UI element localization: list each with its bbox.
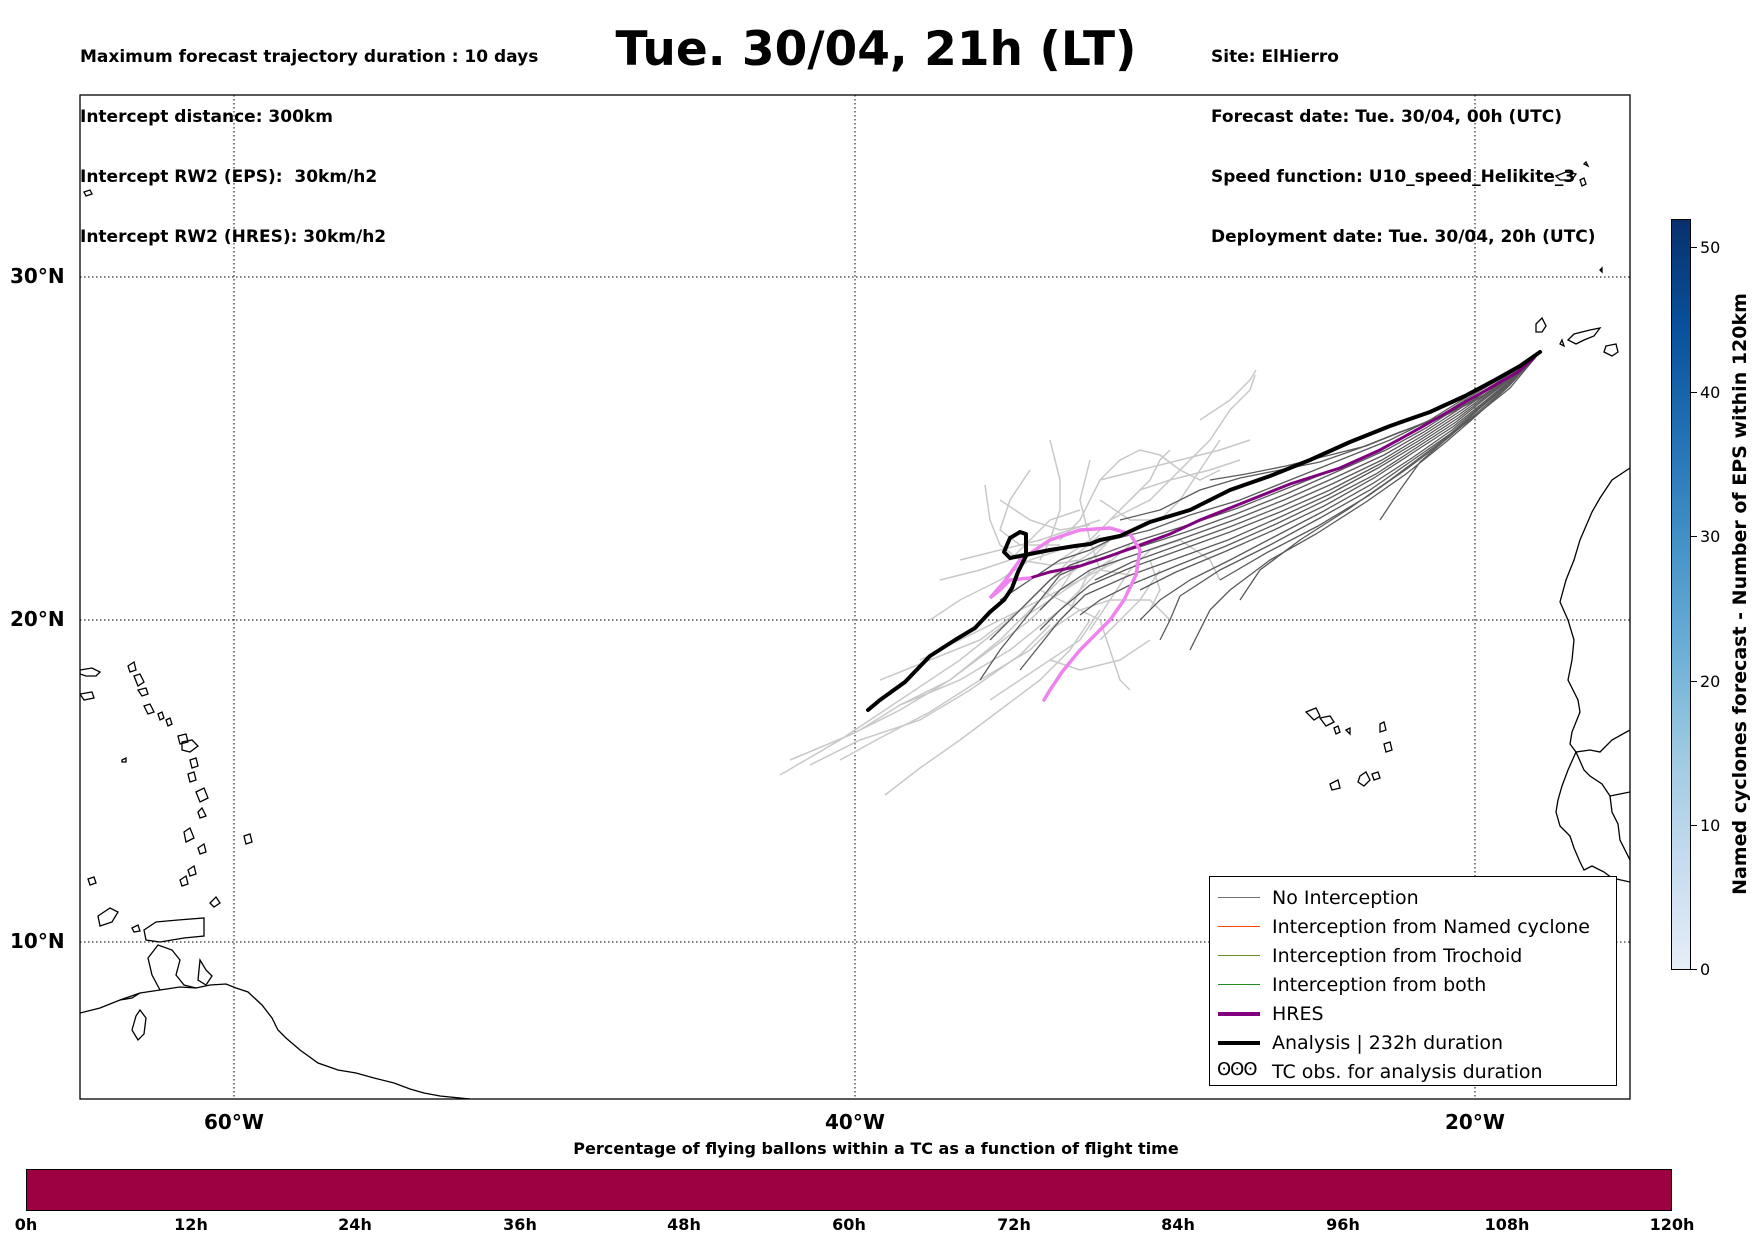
colorbar-tick-label: 10 bbox=[1700, 816, 1721, 835]
header-left-line: Maximum forecast trajectory duration : 1… bbox=[80, 47, 539, 67]
colorbar-tick-label: 50 bbox=[1700, 238, 1721, 257]
header-right-line: Site: ElHierro bbox=[1211, 47, 1339, 67]
header-right-line: Deployment date: Tue. 30/04, 20h (UTC) bbox=[1211, 227, 1596, 247]
map-title: Tue. 30/04, 21h (LT) bbox=[615, 22, 1137, 77]
percentage-bar-tick-label: 48h bbox=[667, 1215, 701, 1234]
eps-trajectories-light bbox=[779, 369, 1257, 796]
percentage-bar-tick-label: 36h bbox=[503, 1215, 537, 1234]
coastlines bbox=[80, 160, 1630, 1099]
legend-label: Analysis | 232h duration bbox=[1272, 1032, 1504, 1054]
colorbar bbox=[1671, 219, 1691, 970]
percentage-bar-tick-label: 0h bbox=[14, 1215, 38, 1234]
percentage-bar bbox=[26, 1169, 1672, 1211]
header-right: Site: ElHierro Forecast date: Tue. 30/04… bbox=[1211, 7, 1596, 267]
colorbar-title: Named cyclones forecast - Number of EPS … bbox=[1729, 293, 1751, 895]
legend-swatch bbox=[1218, 984, 1260, 985]
cyclone-symbol-icon: ʘʘʘ bbox=[1217, 1059, 1258, 1080]
colorbar-tick-label: 40 bbox=[1700, 383, 1721, 402]
header-left-line: Intercept RW2 (HRES): 30km/h2 bbox=[80, 227, 387, 247]
lon-label-40w: 40°W bbox=[825, 1110, 885, 1134]
legend-item-named-cyclone: Interception from Named cyclone bbox=[1210, 914, 1616, 940]
lon-label-60w: 60°W bbox=[204, 1110, 264, 1134]
lon-label-20w: 20°W bbox=[1445, 1110, 1505, 1134]
hres-trajectory bbox=[988, 356, 1536, 702]
colorbar-tick bbox=[1691, 392, 1697, 393]
legend-label: Interception from both bbox=[1272, 974, 1487, 996]
header-left-line: Intercept distance: 300km bbox=[80, 107, 333, 127]
colorbar-tick bbox=[1691, 825, 1697, 826]
legend-swatch bbox=[1218, 1012, 1260, 1016]
legend-label: Interception from Named cyclone bbox=[1272, 916, 1590, 938]
legend-swatch bbox=[1218, 1041, 1260, 1045]
percentage-bar-tick-label: 12h bbox=[174, 1215, 208, 1234]
legend-item-no-interception: No Interception bbox=[1210, 885, 1616, 911]
lat-label-10n: 10°N bbox=[10, 929, 65, 953]
percentage-bar-tick-label: 84h bbox=[1161, 1215, 1195, 1234]
header-left: Maximum forecast trajectory duration : 1… bbox=[80, 7, 538, 267]
legend-item-tc-obs: ʘʘʘ TC obs. for analysis duration bbox=[1210, 1059, 1616, 1085]
percentage-bar-tick-label: 24h bbox=[338, 1215, 372, 1234]
legend-swatch bbox=[1218, 926, 1260, 927]
legend-swatch bbox=[1218, 955, 1260, 956]
percentage-bar-tick-label: 120h bbox=[1649, 1215, 1695, 1234]
colorbar-tick bbox=[1691, 247, 1697, 248]
percentage-bar-tick-label: 72h bbox=[997, 1215, 1031, 1234]
map-frame bbox=[79, 94, 1631, 1100]
lat-label-30n: 30°N bbox=[10, 264, 65, 288]
legend-item-hres: HRES bbox=[1210, 1001, 1616, 1027]
analysis-trajectory bbox=[866, 350, 1542, 712]
colorbar-tick bbox=[1691, 681, 1697, 682]
colorbar-tick-label: 30 bbox=[1700, 527, 1721, 546]
percentage-bar-tick-label: 60h bbox=[832, 1215, 866, 1234]
colorbar-tick-label: 20 bbox=[1700, 672, 1721, 691]
percentage-bar-title: Percentage of flying ballons within a TC… bbox=[573, 1139, 1179, 1158]
legend-item-trochoid: Interception from Trochoid bbox=[1210, 943, 1616, 969]
percentage-bar-tick-label: 108h bbox=[1484, 1215, 1530, 1234]
legend-label: HRES bbox=[1272, 1003, 1324, 1025]
legend-swatch bbox=[1218, 897, 1260, 898]
legend: No Interception Interception from Named … bbox=[1209, 876, 1617, 1086]
colorbar-tick bbox=[1691, 536, 1697, 537]
legend-item-both: Interception from both bbox=[1210, 972, 1616, 998]
header-right-line: Speed function: U10_speed_Helikite_3 bbox=[1211, 167, 1576, 187]
percentage-bar-tick-label: 96h bbox=[1326, 1215, 1360, 1234]
legend-label: TC obs. for analysis duration bbox=[1272, 1061, 1543, 1083]
header-left-line: Intercept RW2 (EPS): 30km/h2 bbox=[80, 167, 378, 187]
colorbar-tick-label: 0 bbox=[1700, 960, 1711, 979]
lat-label-20n: 20°N bbox=[10, 607, 65, 631]
header-right-line: Forecast date: Tue. 30/04, 00h (UTC) bbox=[1211, 107, 1562, 127]
legend-label: Interception from Trochoid bbox=[1272, 945, 1523, 967]
legend-label: No Interception bbox=[1272, 887, 1419, 909]
colorbar-tick bbox=[1691, 969, 1697, 970]
legend-item-analysis: Analysis | 232h duration bbox=[1210, 1030, 1616, 1056]
